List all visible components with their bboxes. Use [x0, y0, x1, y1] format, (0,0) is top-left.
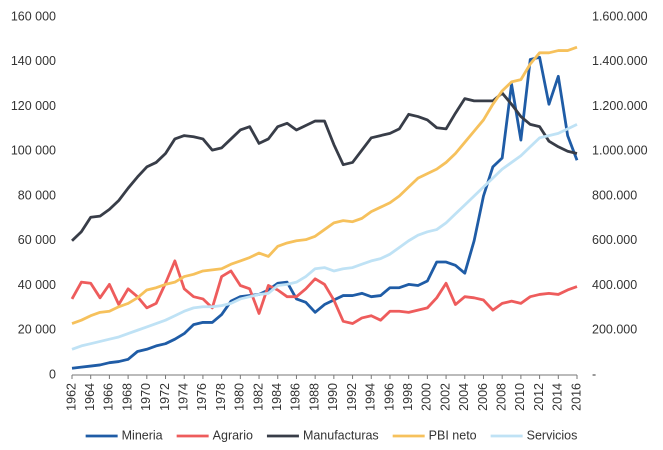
series-line — [71, 45, 578, 325]
y-tick-label: 160 000 — [11, 9, 56, 23]
x-tick-label: 1964 — [83, 383, 97, 411]
x-tick-label: 2016 — [569, 383, 583, 411]
x-tick-label: 1976 — [195, 383, 209, 411]
x-tick-label: 1974 — [177, 383, 191, 411]
y-tick-label: 60 000 — [18, 233, 56, 247]
x-tick-label: 2004 — [457, 383, 471, 411]
y2-tick-label: 400.000 — [592, 278, 637, 292]
legend: Mineria Agrario Manufacturas PBI neto Servic… — [85, 428, 578, 442]
y-tick-label: 120 000 — [11, 99, 56, 113]
legend-label: Servicios — [527, 428, 578, 442]
legend-label: PBI neto — [429, 428, 477, 442]
x-tick-label: 1986 — [289, 383, 303, 411]
y-tick-label: 100 000 — [11, 144, 56, 158]
y-tick-label: 20 000 — [18, 323, 56, 337]
x-tick-label: 2012 — [532, 383, 546, 411]
x-tick-label: 1980 — [233, 383, 247, 411]
x-tick-label: 1972 — [158, 383, 172, 411]
x-tick-label: 2010 — [513, 383, 527, 411]
y2-tick-label: 200.000 — [592, 323, 637, 337]
y2-tick-label: 1.200.000 — [592, 99, 648, 113]
series-line — [71, 123, 578, 351]
y2-tick-label: 800.000 — [592, 188, 637, 202]
series-line — [71, 55, 579, 370]
x-tick-label: 1990 — [326, 383, 340, 411]
x-tick-label: 2000 — [420, 383, 434, 411]
y2-tick-label: 1.400.000 — [592, 54, 648, 68]
x-tick-label: 1996 — [382, 383, 396, 411]
x-tick-label: 1970 — [139, 383, 153, 411]
x-tick-label: 1968 — [120, 383, 134, 411]
x-tick-label: 1998 — [401, 383, 415, 411]
legend-label: Manufacturas — [303, 428, 379, 442]
x-tick-label: 1988 — [307, 383, 321, 411]
legend-label: Agrario — [213, 428, 253, 442]
x-tick-label: 1992 — [345, 383, 359, 411]
y-tick-label: 40 000 — [18, 278, 56, 292]
y-tick-label: 0 — [49, 367, 56, 381]
x-tick-label: 2002 — [438, 383, 452, 411]
y2-tick-label: 1.000.000 — [592, 144, 648, 158]
x-tick-label: 1978 — [214, 383, 228, 411]
x-tick-label: 1966 — [102, 383, 116, 411]
x-tick-label: 2006 — [476, 383, 490, 411]
x-tick-label: 2008 — [494, 383, 508, 411]
y2-tick-label: 1.600.000 — [592, 9, 648, 23]
x-tick-label: 1994 — [364, 383, 378, 411]
x-tick-label: 1984 — [270, 383, 284, 411]
series-line — [71, 91, 578, 242]
legend-label: Mineria — [122, 428, 163, 442]
y2-tick-label: - — [592, 367, 596, 381]
x-tick-label: 2014 — [551, 383, 565, 411]
x-tick-label: 1982 — [251, 383, 265, 411]
y-tick-label: 140 000 — [11, 54, 56, 68]
series-line — [70, 259, 578, 325]
x-tick-label: 1962 — [64, 383, 78, 411]
y2-tick-label: 600.000 — [592, 233, 637, 247]
y-tick-label: 80 000 — [18, 188, 56, 202]
